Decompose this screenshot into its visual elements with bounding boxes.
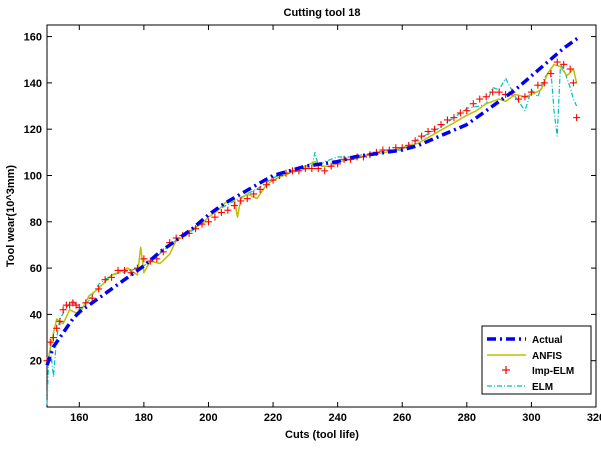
legend-swatch-imp-elm — [502, 366, 510, 374]
data-point-imp-elm — [211, 213, 219, 221]
x-tick-label: 160 — [70, 412, 88, 424]
data-point-imp-elm — [159, 248, 167, 256]
data-point-imp-elm — [59, 306, 67, 314]
data-point-imp-elm — [431, 125, 439, 133]
x-tick-label: 280 — [458, 412, 476, 424]
x-tick-label: 220 — [264, 412, 282, 424]
data-point-imp-elm — [476, 95, 484, 103]
data-point-imp-elm — [327, 162, 335, 170]
series-line-elm — [46, 63, 578, 405]
data-point-imp-elm — [172, 234, 180, 242]
y-tick-label: 120 — [24, 124, 42, 136]
data-point-imp-elm — [540, 79, 548, 87]
data-point-imp-elm — [314, 165, 322, 173]
y-tick-label: 60 — [30, 263, 42, 275]
legend: Actual ANFIS Imp-ELM ELM — [481, 325, 592, 395]
data-point-imp-elm — [469, 100, 477, 108]
data-point-imp-elm — [573, 114, 581, 122]
y-tick-label: 40 — [30, 309, 42, 321]
legend-label-anfis: ANFIS — [532, 351, 562, 362]
data-point-imp-elm — [230, 202, 238, 210]
data-point-imp-elm — [146, 257, 154, 265]
data-point-imp-elm — [566, 65, 574, 73]
data-point-imp-elm — [53, 324, 61, 332]
data-point-imp-elm — [437, 121, 445, 129]
legend-label-imp-elm: Imp-ELM — [532, 366, 574, 377]
data-point-imp-elm — [424, 127, 432, 135]
data-point-imp-elm — [243, 195, 251, 203]
data-point-imp-elm — [569, 79, 577, 87]
data-point-imp-elm — [456, 109, 464, 117]
data-point-imp-elm — [250, 190, 258, 198]
y-tick-label: 160 — [24, 32, 42, 44]
data-point-imp-elm — [82, 299, 90, 307]
y-tick-label: 140 — [24, 78, 42, 90]
y-tick-label: 100 — [24, 170, 42, 182]
data-point-imp-elm — [263, 181, 271, 189]
axis-ticks: 160 180 200 220 240 260 280 300 320 20 40 60 80 100 12… — [24, 25, 601, 424]
data-point-imp-elm — [443, 116, 451, 124]
data-point-imp-elm — [411, 137, 419, 145]
data-point-imp-elm — [514, 95, 522, 103]
data-point-imp-elm — [237, 197, 245, 205]
data-point-imp-elm — [534, 81, 542, 89]
data-point-imp-elm — [489, 88, 497, 96]
data-point-imp-elm — [553, 58, 561, 66]
data-point-imp-elm — [450, 114, 458, 122]
data-point-imp-elm — [521, 93, 529, 101]
data-point-imp-elm — [49, 334, 57, 342]
x-tick-label: 300 — [522, 412, 540, 424]
data-point-imp-elm — [308, 165, 316, 173]
data-point-imp-elm — [560, 60, 568, 68]
data-point-imp-elm — [140, 255, 148, 263]
data-point-imp-elm — [527, 88, 535, 96]
data-point-imp-elm — [418, 132, 426, 140]
x-tick-label: 260 — [393, 412, 411, 424]
x-tick-label: 320 — [587, 412, 601, 424]
data-point-imp-elm — [108, 273, 116, 281]
data-point-imp-elm — [114, 266, 122, 274]
data-point-imp-elm — [88, 294, 96, 302]
data-point-imp-elm — [204, 218, 212, 226]
legend-label-elm: ELM — [532, 382, 553, 393]
series-layer — [43, 35, 581, 405]
data-point-imp-elm — [224, 206, 232, 214]
data-point-imp-elm — [256, 185, 264, 193]
data-point-imp-elm — [217, 209, 225, 217]
x-tick-label: 200 — [199, 412, 217, 424]
y-tick-label: 80 — [30, 217, 42, 229]
data-point-imp-elm — [463, 107, 471, 115]
chart-title: Cutting tool 18 — [284, 7, 361, 19]
data-point-imp-elm — [46, 338, 54, 346]
legend-label-actual: Actual — [532, 335, 563, 346]
data-point-imp-elm — [269, 176, 277, 184]
data-point-imp-elm — [75, 303, 83, 311]
y-axis-label: Tool wear(10^3mm) — [5, 165, 17, 268]
data-point-imp-elm — [95, 285, 103, 293]
data-point-imp-elm — [495, 88, 503, 96]
x-tick-label: 240 — [328, 412, 346, 424]
data-point-imp-elm — [101, 276, 109, 284]
data-point-imp-elm — [482, 93, 490, 101]
data-point-imp-elm — [121, 266, 129, 274]
x-axis-label: Cuts (tool life) — [285, 429, 359, 441]
data-point-imp-elm — [56, 317, 64, 325]
x-tick-label: 180 — [135, 412, 153, 424]
data-point-imp-elm — [547, 70, 555, 78]
data-point-imp-elm — [127, 269, 135, 277]
series-imp-elm — [43, 58, 581, 365]
data-point-imp-elm — [321, 167, 329, 175]
series-line-actual — [45, 35, 581, 366]
y-tick-label: 20 — [30, 356, 42, 368]
